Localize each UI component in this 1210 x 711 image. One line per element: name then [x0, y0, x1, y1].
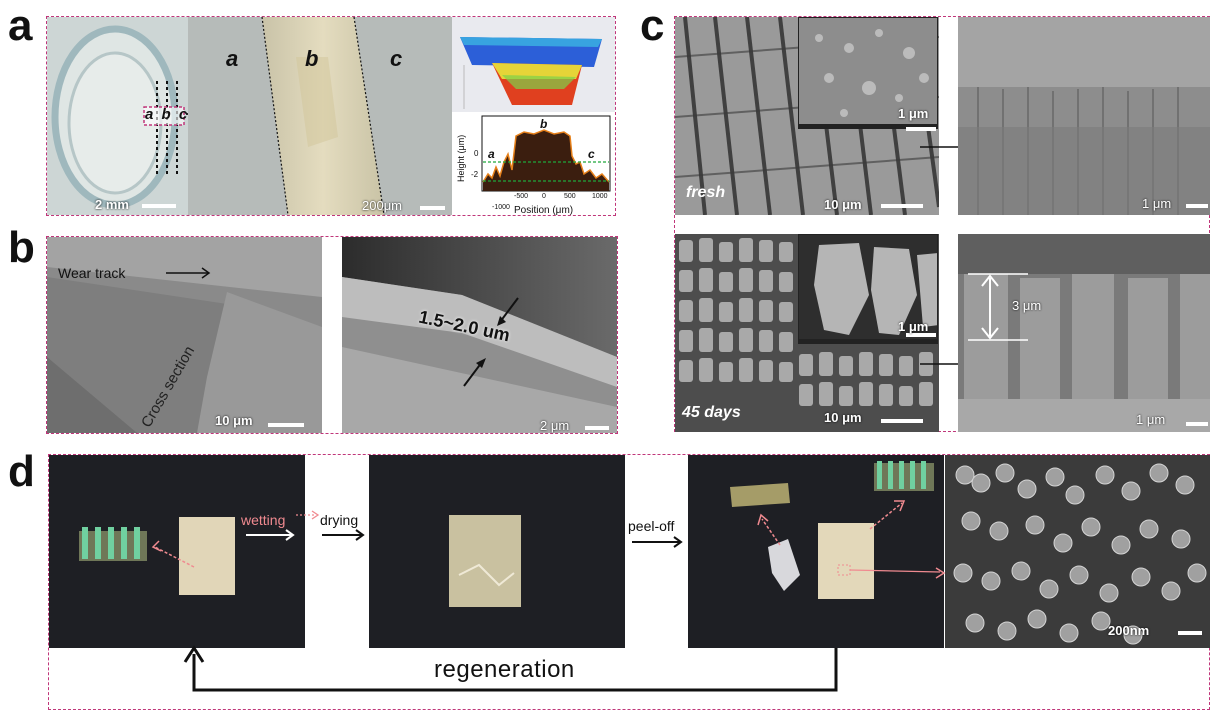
x-tick-label: -1000 — [492, 204, 510, 211]
height-indicator-icon — [968, 273, 1028, 341]
panel-label-d: d — [8, 447, 35, 496]
arrow-right-icon — [166, 267, 211, 279]
scale-label-b-right: 2 μm — [540, 418, 570, 433]
scale-label-c-aged: 10 μm — [824, 410, 862, 425]
scale-label-micrograph: 200μm — [362, 198, 403, 213]
scale-label-b-left: 10 μm — [215, 413, 253, 428]
scale-bar — [906, 333, 936, 337]
panel-b-frame — [46, 236, 618, 434]
scale-label-c-side-fresh: 1 μm — [1142, 196, 1172, 211]
region-label-a: a — [488, 147, 495, 161]
fresh-sem-side — [958, 17, 1210, 215]
days-label: 45 days — [682, 404, 741, 421]
regeneration-loop-arrow — [183, 645, 838, 692]
wear-track-micrograph — [188, 17, 452, 215]
wetting-photo — [49, 455, 305, 648]
arrow-right-icon — [632, 536, 683, 548]
scale-bar — [1186, 422, 1208, 426]
panel-label-a: a — [8, 1, 33, 50]
region-label-b: b — [540, 117, 547, 131]
scale-label-c-inset-fresh: 1 μm — [898, 106, 929, 121]
scale-bar — [420, 206, 445, 210]
scale-label-c-fresh: 10 μm — [824, 197, 862, 212]
panel-a-frame — [46, 16, 616, 216]
cross-section-sem — [342, 237, 617, 433]
inset-divider — [798, 125, 938, 129]
y-tick-label: 0 — [474, 149, 479, 158]
inset-divider — [798, 340, 938, 344]
fresh-sem-inset — [798, 17, 938, 125]
scale-bar — [142, 204, 176, 208]
scale-label-photo: 2 mm — [95, 197, 129, 212]
height-profile-plot: -1000 -500 0 500 1000 0 -2 Position (μm)… — [452, 112, 615, 215]
peel-off-photo — [688, 455, 944, 648]
arrow-right-icon — [246, 529, 295, 541]
wear-track-label: Wear track — [58, 265, 126, 281]
aged-sem-inset — [798, 234, 938, 340]
y-axis-label: Height (μm) — [456, 135, 466, 182]
profile-3d-image — [452, 17, 615, 112]
x-tick-label: 1000 — [592, 193, 608, 200]
arrow-right-icon — [296, 510, 320, 520]
zone-label-a: a — [226, 46, 239, 71]
y-tick-label: -2 — [471, 170, 479, 179]
x-tick-label: 500 — [564, 193, 576, 200]
x-axis-label: Position (μm) — [514, 205, 573, 215]
zone-label-c: c — [390, 46, 403, 71]
wear-track-sem — [47, 237, 322, 433]
region-label-c: c — [588, 147, 595, 161]
scale-bar — [906, 127, 936, 131]
height-label: 3 μm — [1012, 298, 1042, 313]
zone-label-b: b — [305, 46, 319, 71]
arrow-right-icon — [322, 529, 365, 541]
scale-bar — [1178, 631, 1202, 635]
wetting-label: wetting — [241, 512, 286, 528]
scale-bar — [585, 426, 609, 430]
regeneration-label: regeneration — [434, 656, 575, 683]
panel-label-c: c — [640, 1, 665, 50]
x-tick-label: 0 — [542, 193, 546, 200]
fresh-label: fresh — [686, 184, 726, 201]
panel-label-b: b — [8, 223, 35, 272]
arrow-right-icon — [935, 567, 946, 579]
aged-sem-side — [958, 234, 1210, 432]
scale-label-c-inset-aged: 1 μm — [898, 319, 929, 334]
scale-bar — [1186, 204, 1208, 208]
wear-position-markers: a b c — [145, 106, 190, 123]
peel-off-label: peel-off — [628, 518, 675, 534]
arrow-down-left-icon — [497, 297, 519, 326]
scale-label-d: 200nm — [1108, 623, 1150, 638]
scale-bar — [881, 204, 923, 208]
scale-bar — [881, 419, 923, 423]
nanoparticle-sem — [945, 455, 1210, 648]
arrow-up-right-icon — [463, 358, 486, 387]
drying-photo — [369, 455, 625, 648]
scale-bar — [268, 423, 304, 427]
scale-label-c-side-aged: 1 μm — [1136, 412, 1166, 427]
sample-photo — [47, 17, 188, 215]
drying-label: drying — [320, 512, 359, 528]
x-tick-label: -500 — [514, 193, 528, 200]
